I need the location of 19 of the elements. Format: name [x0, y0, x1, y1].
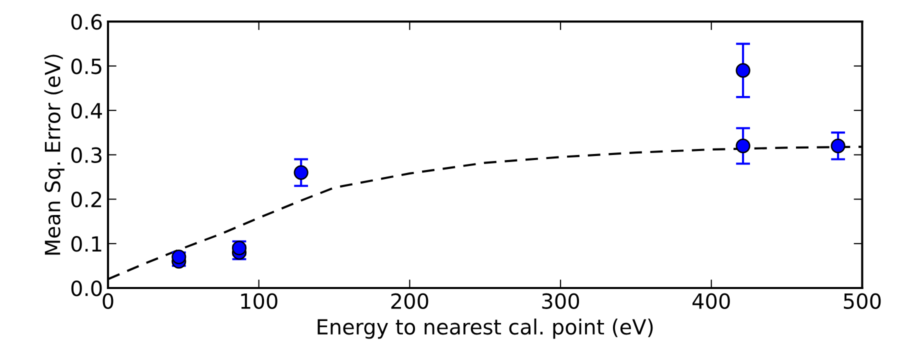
x-tick-label: 300 [542, 293, 580, 309]
x-tick-label: 100 [241, 293, 278, 309]
y-tick-label: 0.4 [71, 102, 102, 119]
x-tick-label: 400 [692, 293, 730, 309]
y-tick-label: 0.6 [71, 14, 102, 30]
y-tick-label: 0.2 [71, 192, 102, 208]
x-axis-title: Energy to nearest cal. point (eV) [318, 318, 653, 339]
point [736, 63, 750, 78]
y-tick-label: 0.1 [71, 236, 102, 252]
y-tick-label: 0.3 [71, 147, 102, 164]
x-tick-label: 0 [102, 293, 114, 309]
x-tick-label: 200 [391, 293, 428, 309]
point [830, 138, 846, 154]
point [294, 165, 308, 180]
y-tick-label: 0.5 [71, 58, 102, 74]
point [736, 138, 750, 154]
x-tick-label: 500 [844, 293, 881, 309]
y-tick-label: 0.0 [71, 280, 102, 296]
y-axis-title: Mean Sq. Error (eV) [44, 54, 64, 255]
